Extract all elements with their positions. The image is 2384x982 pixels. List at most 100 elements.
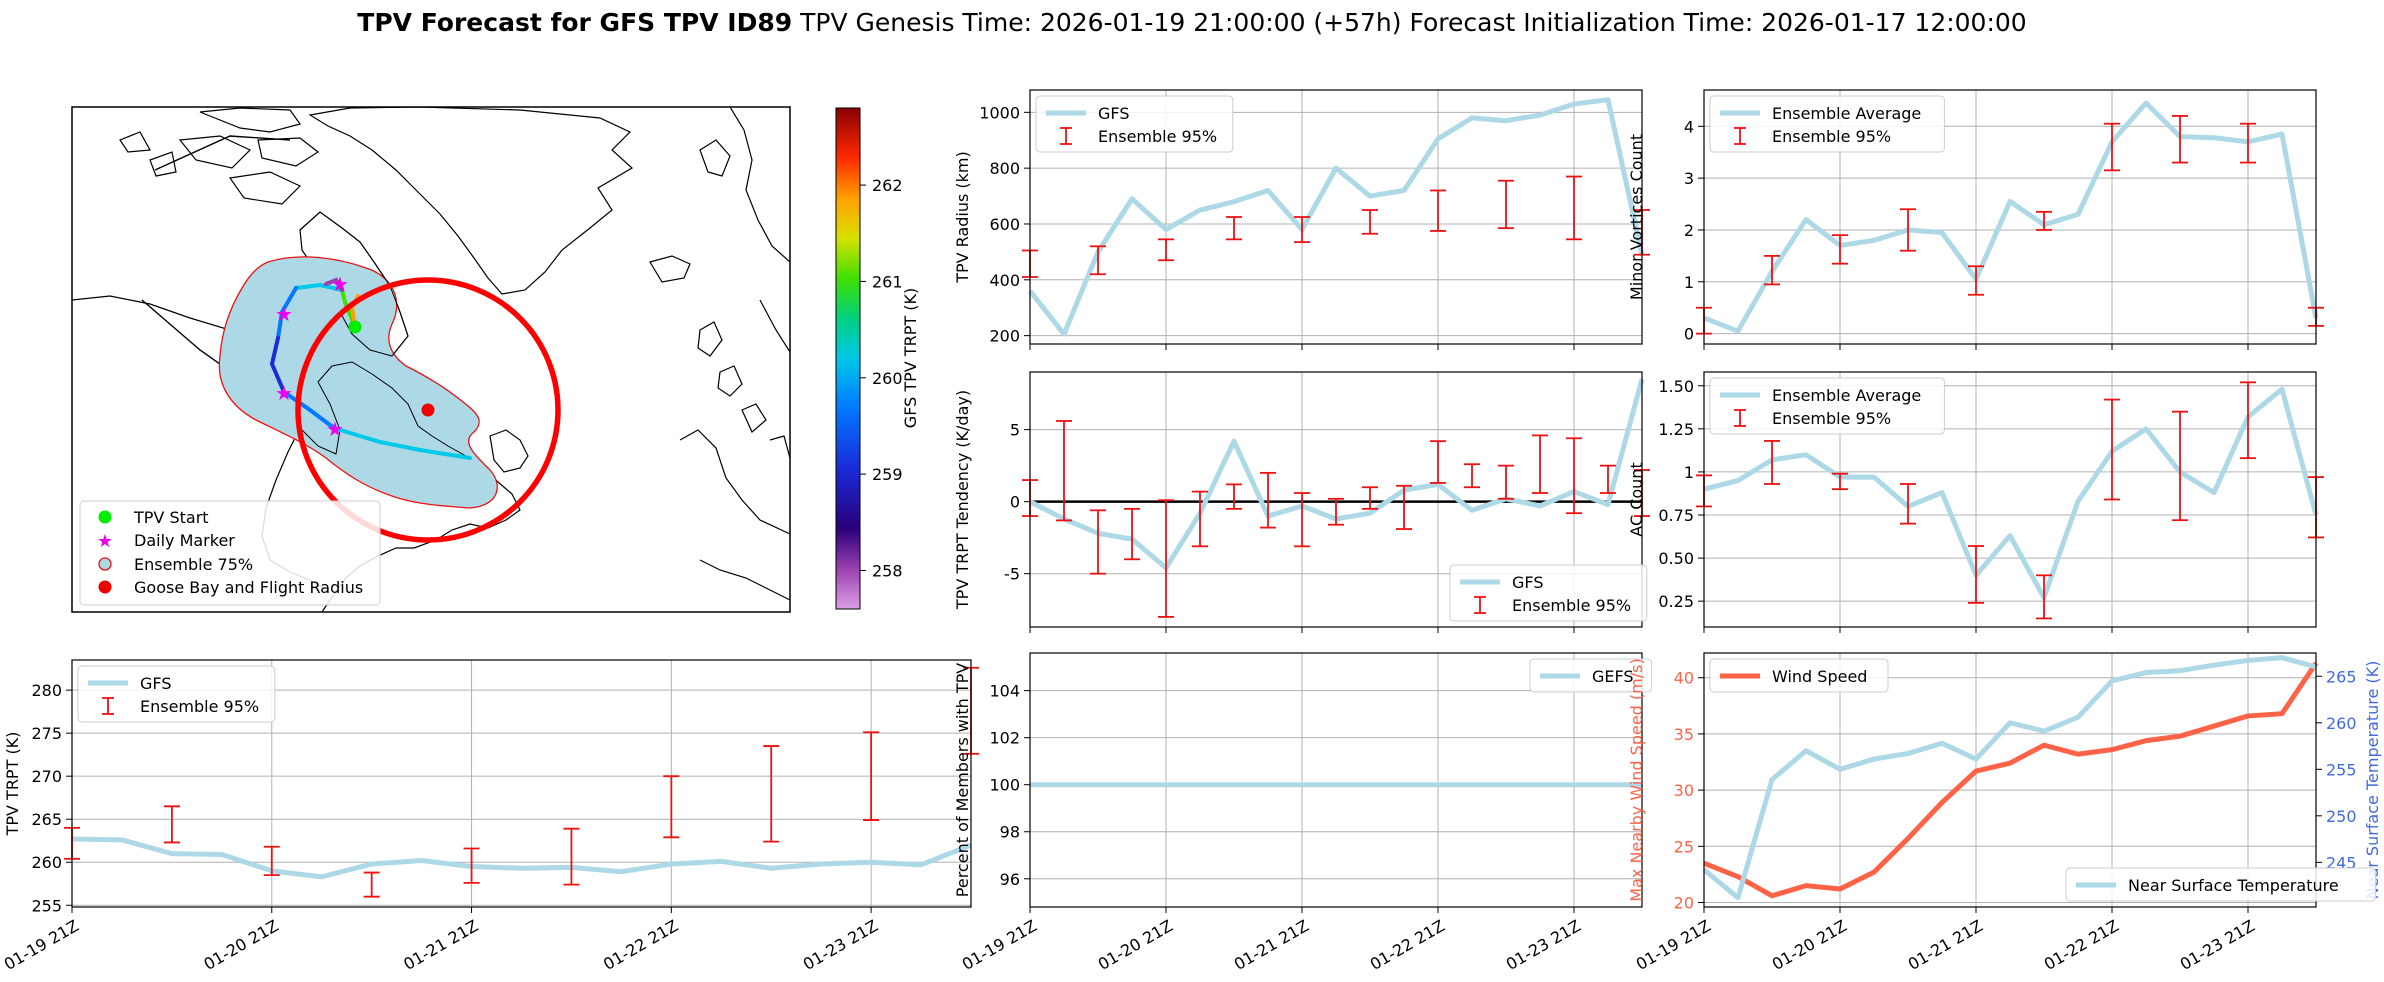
coast-iceland — [649, 255, 691, 283]
track-seg-3 — [276, 286, 298, 340]
x-tick-label: 01-23 21Z — [1503, 916, 1584, 974]
tpv-start-marker — [348, 320, 362, 334]
y-axis-label: Minor Vortices Count — [1627, 134, 1646, 300]
chart-legend: GFS Ensemble 95% — [77, 665, 276, 723]
error-bar — [1090, 245, 1106, 276]
error-bar — [863, 731, 880, 821]
legend-label: GFS — [1512, 573, 1543, 592]
y-tick-label: 1 — [1684, 273, 1694, 292]
error-bar — [1832, 472, 1848, 491]
legend-label: Near Surface Temperature — [2128, 876, 2339, 895]
y-tick-label: 104 — [989, 682, 1020, 701]
error-bar — [763, 745, 780, 843]
error-bar — [2036, 574, 2052, 620]
legend-star-icon: ★ — [97, 531, 113, 552]
colorbar-ticks: 258 259 260 261 262 — [860, 176, 903, 580]
y-axis-label: AC Count — [1627, 462, 1646, 536]
y-tick-label: 100 — [989, 776, 1020, 795]
error-bar — [1600, 464, 1616, 494]
map-frame — [71, 106, 791, 613]
title-genesis: TPV Genesis Time: 2026-01-19 21:00:00 (+… — [799, 8, 1401, 37]
colorbar-label: GFS TPV TRPT (K) — [901, 288, 920, 428]
daily-marker-4: ★ — [326, 417, 344, 441]
error-bar — [2240, 122, 2256, 164]
tpv-track — [269, 277, 472, 460]
y-tick-label: 280 — [31, 681, 62, 700]
y-axis-label: Percent of Members with TPV — [953, 663, 972, 897]
x-tick-label: 01-21 21Z — [1231, 916, 1312, 974]
y-tick-label: 0.50 — [1658, 549, 1694, 568]
error-bar — [1260, 471, 1276, 529]
error-bar — [563, 827, 580, 886]
error-bar — [1498, 179, 1514, 230]
chart-minor-panel: 0 1 2 3 4 Minor Vortices Count Ensemble Averag… — [1627, 89, 2324, 350]
error-bar — [1900, 208, 1916, 252]
error-bar — [1430, 440, 1446, 484]
colorbar-tick-label: 260 — [872, 369, 903, 388]
x-tick-label: 01-20 21Z — [1769, 916, 1850, 974]
legend-box — [1709, 377, 1945, 435]
y-tick-label: 1000 — [979, 103, 1020, 122]
x-tick-label: 01-20 21Z — [1095, 916, 1176, 974]
legend-box — [1449, 564, 1648, 622]
y-tick-label: 1.50 — [1658, 377, 1694, 396]
legend-ensemble-75: Ensemble 75% — [134, 555, 253, 574]
y-tick-label: 1.25 — [1658, 420, 1694, 439]
error-bar — [1124, 507, 1140, 561]
error-bar — [1362, 486, 1378, 510]
track-seg-5 — [282, 390, 336, 430]
y-tick-label: 20 — [1674, 894, 1694, 913]
error-bar — [1832, 234, 1848, 265]
y-tick-label: 0 — [1684, 325, 1694, 344]
chart-ac-panel: 0.25 0.50 0.75 1 1.25 1.50 AC Count Ensemble Av… — [1627, 371, 2324, 633]
map-panel: ★ ★ ★ ★ TPV Start ★ Daily Marker Ensembl… — [71, 106, 920, 613]
coast-islands — [119, 107, 320, 205]
series-line-wind-speed — [1703, 661, 2319, 899]
flight-radius-circle — [295, 277, 561, 543]
chart-legend: GFS Ensemble 95% — [1035, 95, 1234, 153]
y-tick-label: -5 — [1004, 565, 1020, 584]
legend-box — [1529, 658, 1653, 693]
error-bar — [1566, 437, 1582, 515]
legend-label: Ensemble 95% — [1772, 127, 1891, 146]
coast-greenland — [308, 107, 634, 295]
y-tick-label: 40 — [1674, 669, 1694, 688]
legend-label: Ensemble 95% — [140, 697, 259, 716]
error-bar — [263, 845, 280, 877]
x-tick-label: 01-21 21Z — [400, 916, 481, 974]
y-right-tick-label: 260 — [2326, 714, 2357, 733]
error-bar — [1362, 209, 1378, 235]
y-tick-label: 265 — [31, 810, 62, 829]
legend-goose-bay: Goose Bay and Flight Radius — [134, 578, 363, 597]
series-line-ensemble-average — [1703, 386, 2319, 601]
error-bar — [1294, 216, 1310, 244]
plot-frame — [1029, 371, 1643, 628]
x-tick-label: 01-22 21Z — [600, 916, 681, 974]
chart-wind-panel: 20 25 30 35 40 01-19 21Z 01-20 21Z 01-21 21Z 01-… — [1627, 652, 2382, 974]
y-tick-label: 0.25 — [1658, 592, 1694, 611]
error-bar — [1968, 265, 1984, 296]
map-legend: TPV Start ★ Daily Marker Ensemble 75% Go… — [79, 500, 381, 606]
error-bar — [1226, 216, 1242, 241]
error-bar — [2036, 210, 2052, 231]
error-bar — [2104, 398, 2120, 501]
daily-marker-2: ★ — [331, 272, 349, 296]
series-line-gfs — [71, 836, 972, 880]
y-tick-label: 96 — [1000, 870, 1020, 889]
y-tick-label: 800 — [989, 159, 1020, 178]
error-bar — [1158, 499, 1174, 618]
track-seg-2 — [294, 282, 344, 292]
series-line-ensemble-average — [1703, 100, 2319, 334]
error-bar — [1294, 492, 1310, 548]
y-tick-label: 0.75 — [1658, 506, 1694, 525]
ensemble-75-region-detail — [299, 211, 467, 457]
error-bar — [463, 847, 480, 884]
goose-bay-marker — [421, 403, 435, 417]
colorbar-tick-label: 262 — [872, 176, 903, 195]
colorbar-gradient — [835, 107, 861, 610]
coast-europe-bits — [699, 403, 790, 601]
y-tick-label: 200 — [989, 327, 1020, 346]
error-bar — [1764, 254, 1780, 286]
daily-marker-3: ★ — [275, 381, 293, 405]
legend-label: Ensemble 95% — [1772, 409, 1891, 428]
